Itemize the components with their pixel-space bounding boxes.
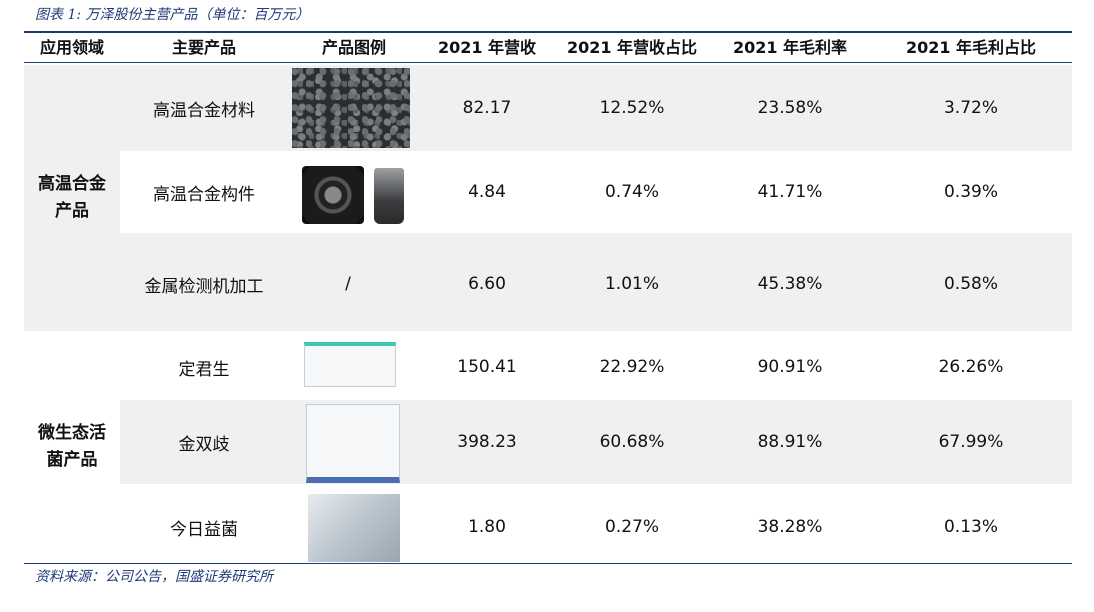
revenue-value: 398.23	[457, 432, 517, 452]
revenue-value: 1.80	[468, 517, 506, 537]
alloy-pellets-photo	[292, 68, 410, 148]
revenue-value: 150.41	[457, 357, 517, 377]
header-revenue: 2021 年营收	[437, 38, 537, 57]
gross-profit-share-value: 0.39%	[943, 182, 998, 202]
header-product: 主要产品	[171, 38, 236, 57]
product-name: 高温合金材料	[153, 100, 255, 121]
revenue-share-value: 0.74%	[604, 182, 659, 202]
domain-label-line1: 高温合金	[38, 174, 106, 194]
product-package-photo	[308, 494, 400, 562]
gross-profit-share-value: 0.58%	[943, 274, 998, 294]
product-name: 金双歧	[178, 434, 230, 455]
revenue-value: 6.60	[468, 274, 506, 294]
gross-margin-value: 90.91%	[757, 357, 823, 377]
gross-margin-value: 23.58%	[757, 98, 823, 118]
source-note: 资料来源：公司公告，国盛证券研究所	[35, 569, 273, 585]
bottom-rule	[24, 563, 1072, 564]
domain-cell-probiotic: 微生态活 菌产品	[24, 332, 120, 562]
header-rule	[24, 62, 1072, 63]
revenue-share-value: 60.68%	[599, 432, 665, 452]
turbine-disk-photo	[302, 166, 364, 224]
header-gross-profit-share: 2021 年毛利占比	[905, 38, 1037, 57]
product-name: 今日益菌	[170, 519, 238, 540]
gross-profit-share-value: 67.99%	[938, 432, 1004, 452]
header-domain: 应用领域	[39, 38, 104, 57]
revenue-value: 4.84	[468, 182, 506, 202]
domain-cell-alloy: 高温合金 产品	[24, 65, 120, 331]
product-name: 高温合金构件	[153, 184, 255, 205]
table-header: 应用领域 主要产品 产品图例 2021 年营收 2021 年营收占比 2021 …	[24, 33, 1072, 62]
revenue-value: 82.17	[462, 98, 512, 118]
medicine-box-photo	[304, 342, 396, 387]
revenue-share-value: 12.52%	[599, 98, 665, 118]
revenue-share-value: 0.27%	[604, 517, 659, 537]
header-image: 产品图例	[321, 38, 386, 57]
gross-profit-share-value: 26.26%	[938, 357, 1004, 377]
domain-label-line1: 微生态活	[38, 423, 106, 443]
domain-label-line2: 产品	[55, 201, 89, 221]
top-rule	[24, 31, 1072, 33]
turbine-blade-photo	[374, 168, 404, 224]
product-name: 定君生	[178, 359, 230, 380]
gross-margin-value: 88.91%	[757, 432, 823, 452]
revenue-share-value: 22.92%	[599, 357, 665, 377]
gross-margin-value: 45.38%	[757, 274, 823, 294]
row-band-grey	[120, 400, 1072, 484]
revenue-share-value: 1.01%	[604, 274, 659, 294]
product-name: 金属检测机加工	[144, 276, 264, 297]
gross-profit-share-value: 3.72%	[943, 98, 998, 118]
gross-margin-value: 38.28%	[757, 517, 823, 537]
header-gross-margin: 2021 年毛利率	[732, 38, 848, 57]
header-revenue-share: 2021 年营收占比	[566, 38, 698, 57]
medicine-box-photo	[306, 404, 400, 483]
domain-label-line2: 菌产品	[46, 450, 98, 470]
image-placeholder: /	[345, 274, 351, 294]
table-caption: 图表 1: 万泽股份主营产品（单位：百万元）	[35, 7, 310, 23]
gross-margin-value: 41.71%	[757, 182, 823, 202]
gross-profit-share-value: 0.13%	[943, 517, 998, 537]
row-band-white	[120, 151, 1072, 233]
